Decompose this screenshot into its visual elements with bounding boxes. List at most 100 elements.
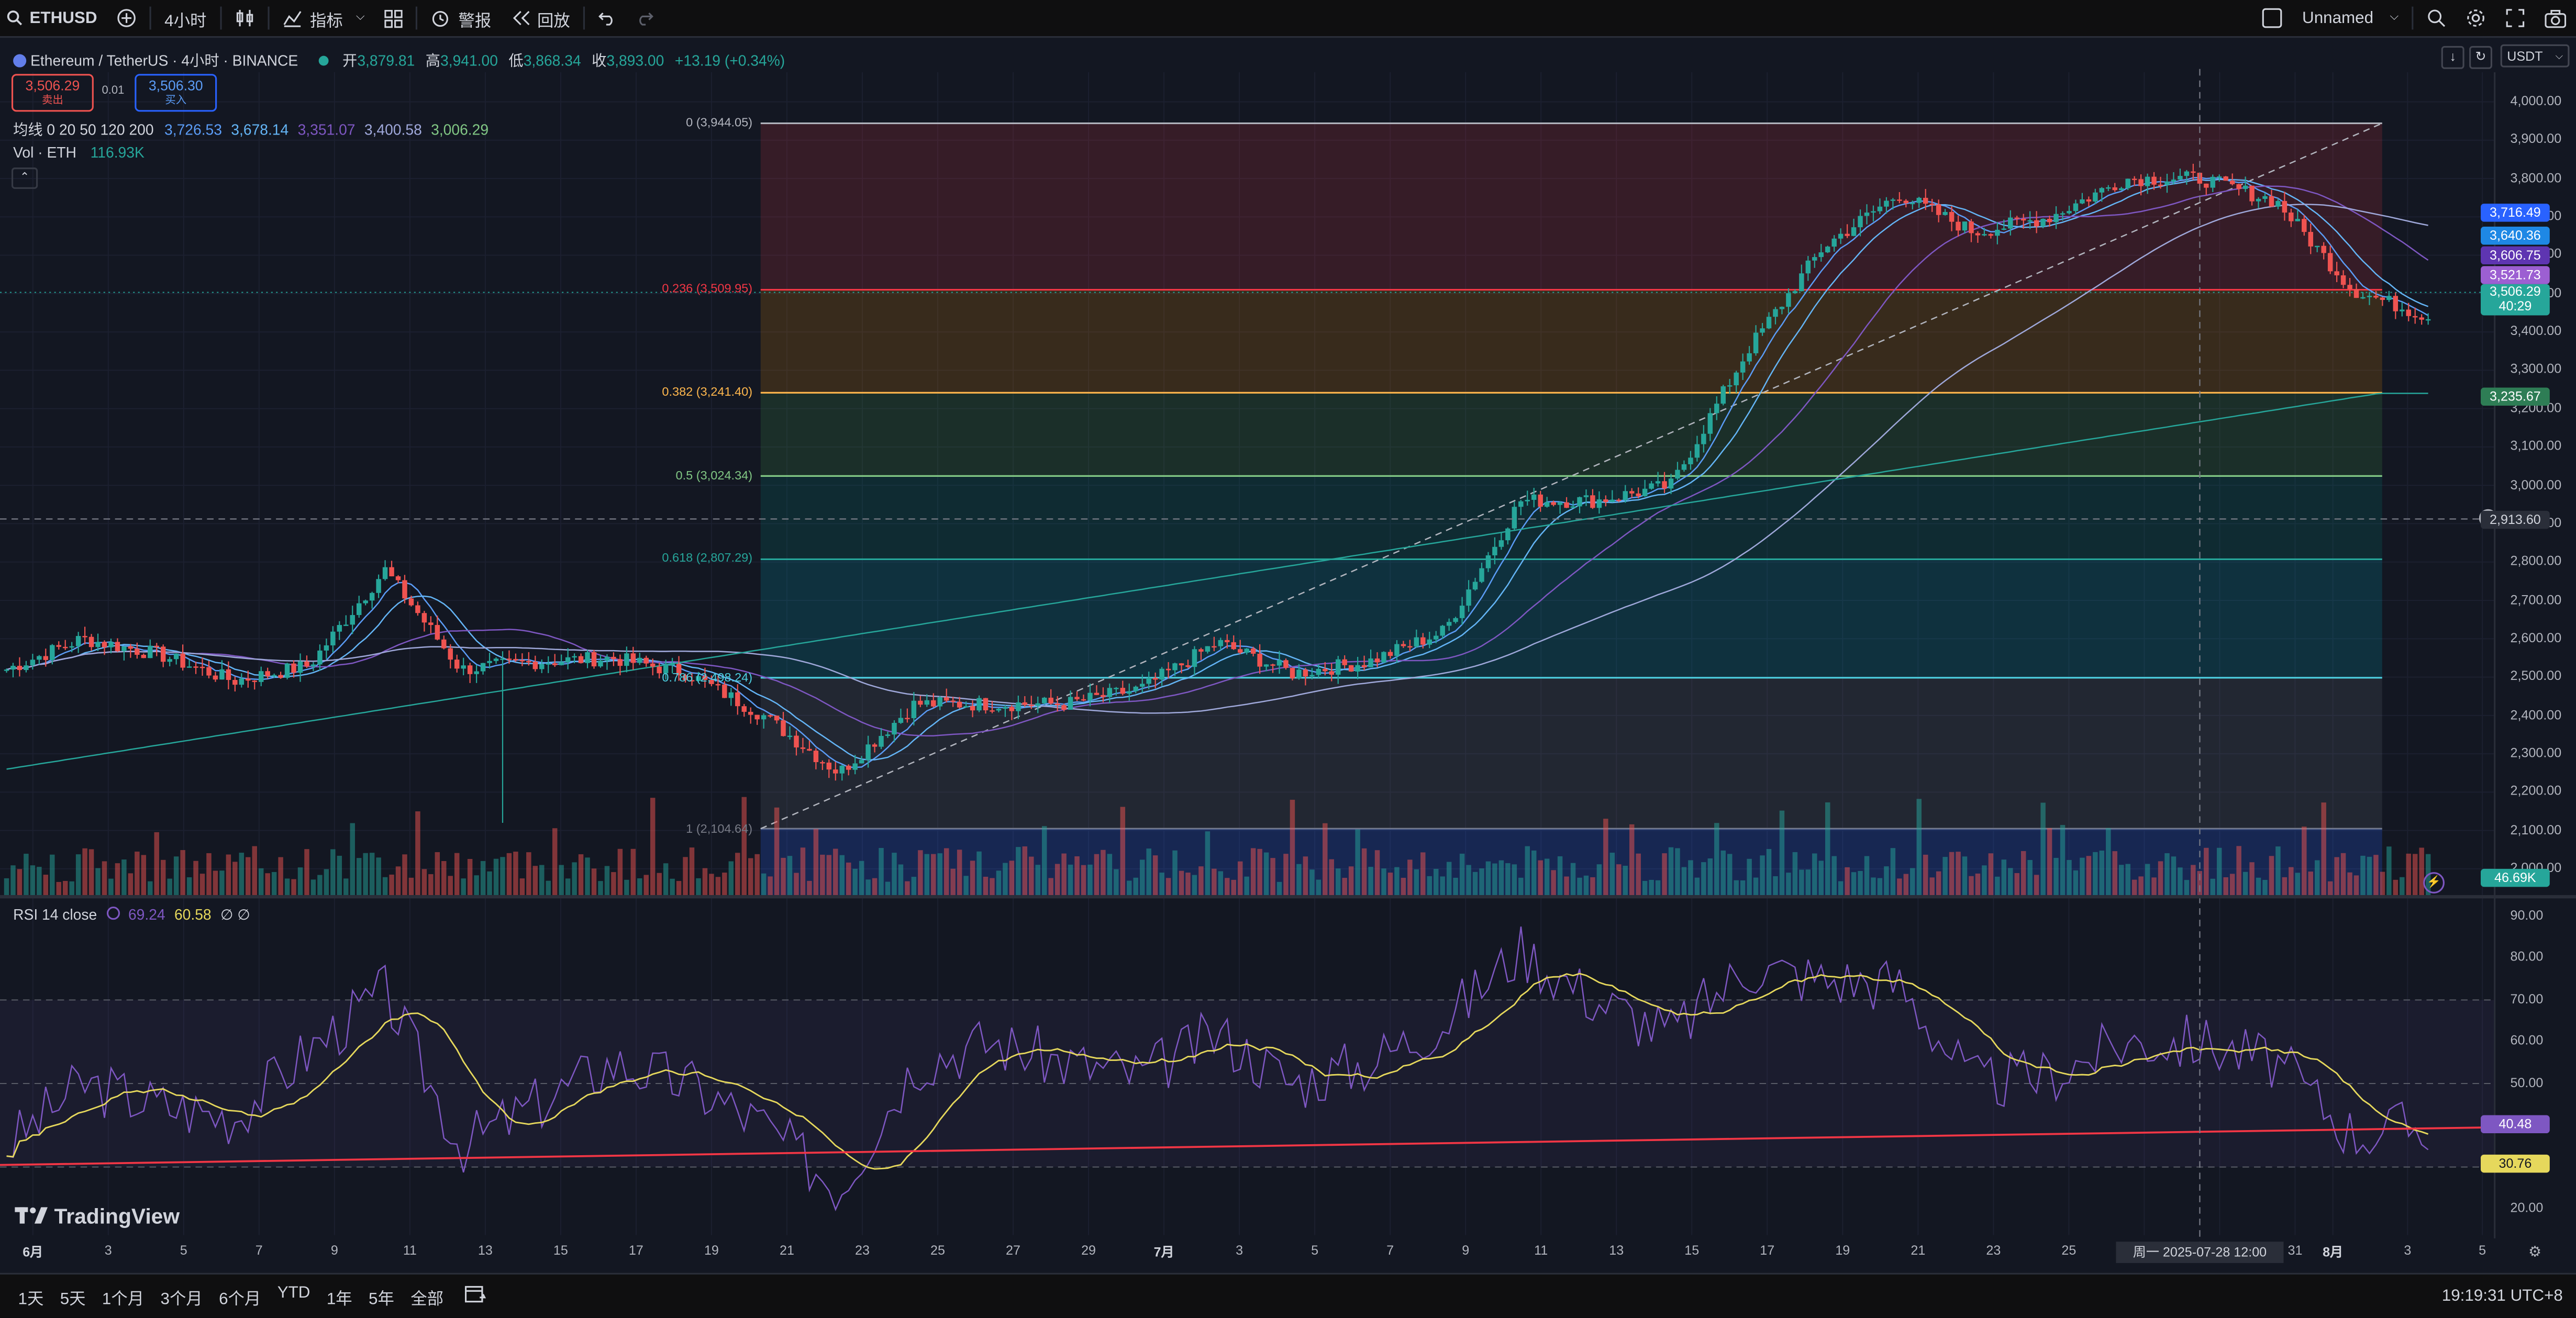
alert-label: 警报 <box>458 12 492 31</box>
redo-icon <box>639 12 653 26</box>
volume-bar <box>1747 858 1752 896</box>
time-axis-settings[interactable]: ⚙ <box>2528 1243 2541 1261</box>
ma-legend[interactable]: 均线 0 20 50 120 200 3,726.53 3,678.14 3,3… <box>13 118 488 140</box>
volume-bar <box>1505 863 1511 896</box>
volume-bar <box>1688 860 1693 896</box>
candle-body <box>2204 183 2209 188</box>
candle-body <box>480 663 486 672</box>
reset-view-button[interactable]: ↻ <box>2469 46 2492 69</box>
candle-body <box>950 700 956 702</box>
alert-button[interactable]: 警报 <box>420 0 501 36</box>
volume-bar <box>2386 846 2392 896</box>
templates-button[interactable] <box>374 0 412 36</box>
compare-button[interactable] <box>107 0 146 36</box>
range-6[interactable]: 1年 <box>326 1291 352 1309</box>
lightning-icon[interactable]: ⚡ <box>2423 872 2445 893</box>
volume-bar <box>957 850 962 896</box>
go-to-date-button[interactable] <box>464 1285 486 1309</box>
layout-selector[interactable]: Unnamed ⌵ <box>2253 0 2408 36</box>
indicators-button[interactable]: 指标 ⌵ <box>272 0 375 36</box>
candle-body <box>382 567 388 579</box>
candle-body <box>1237 649 1243 653</box>
buy-button[interactable]: 3,506.30 买入 <box>135 74 217 112</box>
range-8[interactable]: 全部 <box>410 1291 443 1309</box>
volume-bar <box>1871 877 1876 896</box>
candle-body <box>709 679 714 684</box>
symbol-legend: Ethereum / TetherUS · 4小时 · BINANCE 开3,8… <box>13 49 785 71</box>
volume-bar <box>2131 879 2137 896</box>
bar-countdown: 40:29 <box>2499 299 2532 314</box>
fib-retracement[interactable] <box>0 122 2494 896</box>
candle-body <box>2308 232 2313 247</box>
range-0[interactable]: 1天 <box>18 1291 44 1309</box>
volume-bar <box>69 881 74 896</box>
volume-bar <box>1629 824 1635 896</box>
candle-body <box>356 603 362 615</box>
volume-bar <box>395 866 401 896</box>
candle-body <box>885 734 891 736</box>
volume-bar <box>702 868 708 896</box>
volume-bar <box>2275 846 2281 896</box>
candle-body <box>1505 528 1511 541</box>
candle-body <box>722 684 727 698</box>
range-5[interactable]: YTD <box>277 1284 310 1303</box>
volume-bar <box>1414 869 1419 896</box>
pane-divider[interactable] <box>0 895 2576 899</box>
volume-bar <box>1048 878 1053 896</box>
vol-value: 116.93K <box>90 144 145 161</box>
volume-bar <box>1061 853 1067 896</box>
candle-body <box>148 645 153 658</box>
settings-button[interactable] <box>2456 0 2495 36</box>
undo-button[interactable] <box>588 0 626 36</box>
collapse-legend-button[interactable]: ⌃ <box>11 167 38 189</box>
clock[interactable]: 19:19:31 UTC+8 <box>2441 1288 2563 1306</box>
volume-bar <box>2406 853 2411 896</box>
redo-button[interactable] <box>626 0 663 36</box>
candle-body <box>1355 665 1360 672</box>
chevron-up-icon: ⌃ <box>19 172 30 184</box>
candle-body <box>1701 433 1706 444</box>
price-axis[interactable] <box>2494 72 2576 1238</box>
sell-button[interactable]: 3,506.29 卖出 <box>11 74 94 112</box>
symbol-search[interactable]: ETHUSD <box>0 0 107 36</box>
candle-body <box>1838 233 1844 239</box>
fullscreen-button[interactable] <box>2495 0 2535 36</box>
range-2[interactable]: 1个月 <box>102 1291 145 1309</box>
volume-bar <box>1218 871 1224 896</box>
alarm-clock-icon <box>432 11 448 27</box>
refresh-icon: ↻ <box>2475 49 2486 64</box>
range-4[interactable]: 6个月 <box>219 1291 261 1309</box>
candle-body <box>1851 227 1857 236</box>
volume-bar <box>239 853 245 896</box>
range-7[interactable]: 5年 <box>369 1291 394 1309</box>
volume-bar <box>1146 848 1151 896</box>
candle-body <box>1296 669 1302 678</box>
tradingview-logo[interactable]: TradingView <box>15 1204 180 1228</box>
chart-type-button[interactable] <box>225 0 264 36</box>
volume-bar <box>75 854 81 896</box>
range-3[interactable]: 3个月 <box>160 1291 203 1309</box>
snapshot-button[interactable] <box>2535 0 2576 36</box>
candle-body <box>1544 502 1550 507</box>
volume-bar <box>317 875 323 896</box>
candle-body <box>852 763 858 770</box>
volume-bar <box>1982 865 1987 896</box>
scroll-to-end-button[interactable]: ↓ <box>2441 46 2464 69</box>
rsi-legend[interactable]: RSI 14 close 69.24 60.58 ∅ ∅ <box>13 907 250 925</box>
volume-bar <box>284 878 290 896</box>
time-tick: 17 <box>1760 1243 1775 1258</box>
replay-button[interactable]: 回放 <box>501 0 580 36</box>
price-chart[interactable] <box>0 36 2576 1273</box>
volume-bar <box>330 849 336 896</box>
volume-bar <box>2419 847 2424 896</box>
range-1[interactable]: 5天 <box>60 1291 86 1309</box>
currency-selector[interactable]: USDT ⌵ <box>2500 44 2570 68</box>
candle-body <box>186 666 192 668</box>
volume-bar <box>421 869 427 896</box>
quick-search-button[interactable] <box>2417 0 2456 36</box>
volume-bar <box>4 878 9 896</box>
candle-body <box>2236 184 2241 189</box>
interval-button[interactable]: 4小时 <box>164 12 207 31</box>
volume-legend[interactable]: Vol · ETH 116.93K <box>13 144 145 161</box>
candle-body <box>970 706 975 711</box>
